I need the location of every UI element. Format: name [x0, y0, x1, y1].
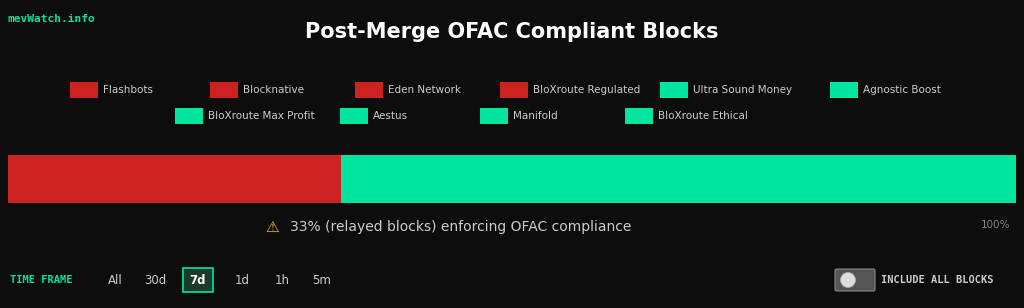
Text: TIME FRAME: TIME FRAME	[10, 275, 73, 285]
Text: BloXroute Regulated: BloXroute Regulated	[534, 85, 640, 95]
Text: 100%: 100%	[981, 220, 1010, 230]
Bar	[70, 82, 98, 98]
Bar	[183, 268, 213, 292]
Text: ⚠: ⚠	[265, 220, 279, 235]
Text: Manifold: Manifold	[513, 111, 558, 121]
Bar	[210, 82, 238, 98]
Bar	[8, 155, 341, 203]
Text: 1h: 1h	[274, 274, 290, 286]
Bar	[175, 108, 203, 124]
Text: Aestus: Aestus	[373, 111, 409, 121]
Text: Flashbots: Flashbots	[103, 85, 153, 95]
Text: All: All	[108, 274, 123, 286]
Bar	[500, 82, 528, 98]
Text: BloXroute Max Profit: BloXroute Max Profit	[208, 111, 314, 121]
Text: Eden Network: Eden Network	[388, 85, 461, 95]
Text: 30d: 30d	[144, 274, 166, 286]
Text: 33% (relayed blocks) enforcing OFAC compliance: 33% (relayed blocks) enforcing OFAC comp…	[290, 220, 632, 234]
Circle shape	[841, 273, 855, 287]
Text: 7d: 7d	[189, 274, 206, 286]
Text: INCLUDE ALL BLOCKS: INCLUDE ALL BLOCKS	[881, 275, 993, 285]
Text: 5m: 5m	[312, 274, 332, 286]
Text: Blocknative: Blocknative	[243, 85, 304, 95]
Bar	[480, 108, 508, 124]
Bar	[830, 82, 858, 98]
Bar	[341, 155, 1016, 203]
Bar	[355, 82, 383, 98]
Bar	[340, 108, 368, 124]
Text: BloXroute Ethical: BloXroute Ethical	[658, 111, 748, 121]
Text: mevWatch.info: mevWatch.info	[8, 14, 96, 24]
Bar	[660, 82, 688, 98]
Bar	[625, 108, 653, 124]
Text: Ultra Sound Money: Ultra Sound Money	[693, 85, 793, 95]
Text: 1d: 1d	[234, 274, 250, 286]
Text: Agnostic Boost: Agnostic Boost	[863, 85, 941, 95]
Text: Post-Merge OFAC Compliant Blocks: Post-Merge OFAC Compliant Blocks	[305, 22, 719, 42]
FancyBboxPatch shape	[835, 269, 874, 291]
